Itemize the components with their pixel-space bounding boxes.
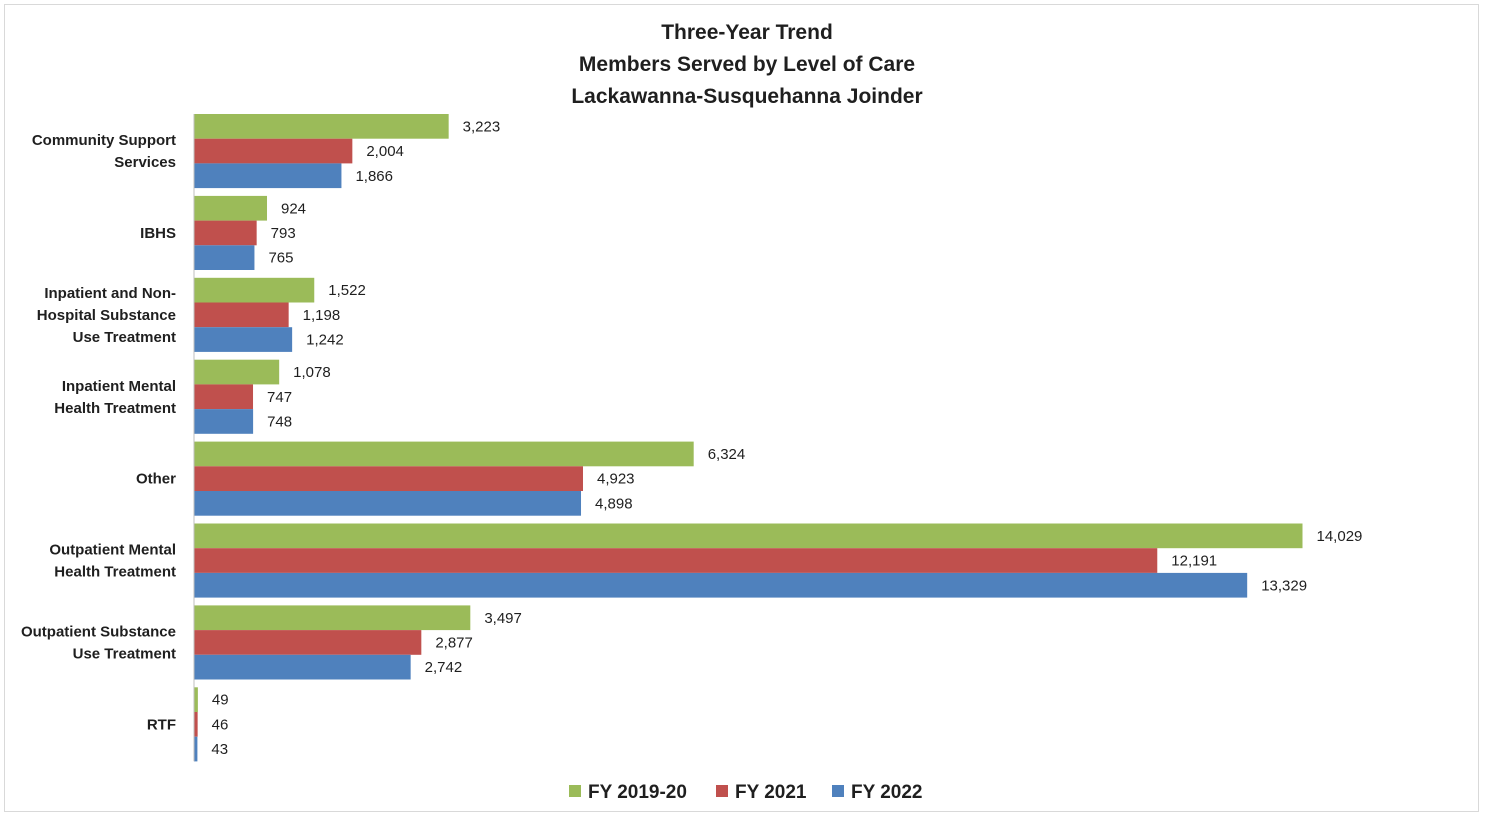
bar (194, 523, 1303, 549)
bar (194, 277, 315, 303)
category-label: Services (114, 154, 176, 171)
category-label: Outpatient Mental (49, 542, 176, 559)
data-label: 748 (267, 413, 292, 430)
bar (194, 195, 268, 221)
legend-swatch (569, 785, 581, 797)
category-label: Community Support (32, 132, 176, 149)
category-label: Use Treatment (73, 329, 176, 346)
category-label: Hospital Substance (37, 307, 176, 324)
bar (194, 302, 289, 328)
data-label: 747 (267, 389, 292, 406)
data-label: 924 (281, 200, 306, 217)
data-label: 793 (271, 225, 296, 242)
bar (194, 220, 257, 246)
category-label: Other (136, 471, 176, 488)
bar (194, 491, 582, 516)
category-labels: Community Support Services IBHS Inpatient a… (21, 132, 176, 733)
data-label: 6,324 (708, 446, 746, 463)
chart-title: Three-Year Trend Members Served by Level … (571, 21, 922, 108)
bar (194, 245, 255, 270)
data-label: 3,223 (463, 118, 501, 135)
data-label: 13,329 (1261, 577, 1307, 594)
legend-swatch (716, 785, 728, 797)
bar (194, 114, 449, 139)
bar (194, 736, 198, 762)
bar (194, 687, 198, 712)
bar (194, 409, 254, 434)
legend-label: FY 2022 (851, 782, 922, 803)
data-label: 3,497 (484, 610, 522, 627)
category-label: IBHS (140, 225, 176, 242)
data-label: 1,078 (293, 364, 331, 381)
category-label: Use Treatment (73, 645, 176, 662)
bar (194, 630, 422, 655)
category-label: Health Treatment (54, 400, 176, 417)
chart-title-line-1: Three-Year Trend (661, 21, 833, 44)
legend-swatch (832, 785, 844, 797)
bar (194, 441, 694, 467)
bar (194, 605, 471, 631)
bar (194, 548, 1158, 573)
data-labels: 3,223 2,004 1,866 924 793 765 1,522 1,198 1,242 1… (211, 118, 1362, 758)
category-label: Inpatient Mental (62, 378, 176, 395)
data-label: 1,198 (303, 307, 341, 324)
bar (194, 138, 353, 164)
bar (194, 466, 583, 491)
data-label: 14,029 (1317, 528, 1363, 545)
bar (194, 572, 1248, 598)
chart-title-line-3: Lackawanna-Susquehanna Joinder (571, 85, 922, 108)
data-label: 12,191 (1171, 553, 1217, 570)
data-label: 765 (268, 250, 293, 267)
data-label: 1,866 (355, 168, 393, 185)
bars (194, 114, 1303, 762)
bar-chart: Three-Year Trend Members Served by Level … (21, 21, 1362, 803)
data-label: 2,742 (425, 659, 463, 676)
category-label: Inpatient and Non- (44, 285, 176, 302)
legend: FY 2019-20 FY 2021 FY 2022 (569, 782, 922, 803)
data-label: 43 (211, 741, 228, 758)
data-label: 2,004 (366, 143, 404, 160)
data-label: 4,923 (597, 471, 635, 488)
chart-title-line-2: Members Served by Level of Care (579, 53, 915, 76)
bar (194, 359, 280, 385)
bar (194, 327, 293, 352)
data-label: 1,522 (328, 282, 366, 299)
data-label: 49 (212, 692, 229, 709)
legend-label: FY 2021 (735, 782, 807, 803)
bar (194, 163, 342, 189)
data-label: 4,898 (595, 495, 633, 512)
category-label: Outpatient Substance (21, 623, 176, 640)
bar (194, 654, 411, 680)
bar (194, 384, 254, 410)
bar (194, 712, 198, 737)
data-label: 1,242 (306, 332, 344, 349)
data-label: 46 (212, 716, 229, 733)
chart-frame: Three-Year Trend Members Served by Level … (4, 4, 1479, 812)
category-label: RTF (147, 716, 176, 733)
category-label: Health Treatment (54, 564, 176, 581)
data-label: 2,877 (435, 634, 473, 651)
legend-label: FY 2019-20 (588, 782, 687, 803)
